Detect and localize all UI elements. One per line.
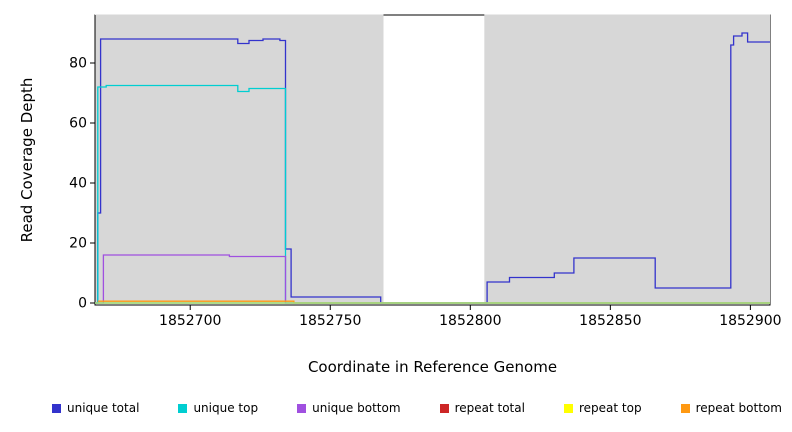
y-axis-title: Read Coverage Depth bbox=[18, 77, 36, 243]
legend: unique total unique top unique bottom repea… bbox=[52, 401, 782, 415]
legend-item-unique-bottom: unique bottom bbox=[297, 401, 401, 415]
shaded-region bbox=[95, 14, 384, 304]
legend-label: repeat top bbox=[578, 401, 642, 415]
legend-item-unique-top: unique top bbox=[178, 401, 258, 415]
legend-label: unique top bbox=[193, 401, 259, 415]
x-axis-title: Coordinate in Reference Genome bbox=[307, 358, 558, 376]
legend-item-unique-total: unique total bbox=[52, 401, 139, 415]
shaded-region bbox=[484, 14, 770, 304]
legend-swatch-icon bbox=[297, 403, 307, 413]
coverage-chart-canvas: 1852700 1852750 1852800 1852850 1852900 0 20 40… bbox=[69, 14, 782, 329]
x-tick-label: 1852800 bbox=[439, 313, 501, 329]
legend-label: unique bottom bbox=[312, 401, 401, 415]
legend-item-repeat-bottom: repeat bottom bbox=[680, 401, 782, 415]
legend-label: unique total bbox=[67, 401, 140, 415]
x-tick-label: 1852700 bbox=[159, 313, 221, 329]
legend-item-repeat-total: repeat total bbox=[439, 401, 525, 415]
legend-item-repeat-top: repeat top bbox=[563, 401, 642, 415]
x-tick-label: 1852750 bbox=[299, 313, 361, 329]
legend-swatch-icon bbox=[52, 403, 61, 413]
legend-label: repeat bottom bbox=[695, 401, 782, 415]
legend-swatch-icon bbox=[439, 403, 449, 413]
legend-label: repeat total bbox=[454, 401, 525, 415]
y-tick-label: 80 bbox=[69, 56, 87, 72]
y-tick-label: 60 bbox=[69, 116, 87, 132]
y-tick-label: 0 bbox=[78, 296, 87, 312]
series-line-unique-bottom bbox=[95, 254, 770, 304]
legend-swatch-icon bbox=[178, 403, 188, 413]
legend-swatch-icon bbox=[680, 403, 690, 413]
legend-swatch-icon bbox=[563, 403, 573, 413]
y-tick-label: 40 bbox=[69, 176, 87, 192]
y-tick-label: 20 bbox=[69, 236, 87, 252]
series-line-unique-top bbox=[95, 84, 770, 304]
x-tick-label: 1852850 bbox=[579, 313, 641, 329]
x-tick-label: 1852900 bbox=[719, 313, 781, 329]
